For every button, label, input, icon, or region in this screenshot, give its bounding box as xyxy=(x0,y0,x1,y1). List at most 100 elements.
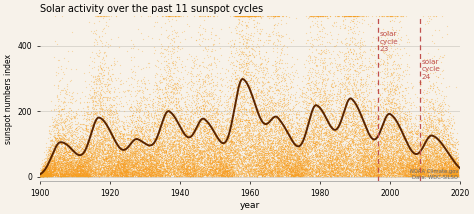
Point xyxy=(333,155,341,159)
Point xyxy=(48,171,55,175)
Point xyxy=(216,158,223,162)
Point xyxy=(390,127,397,131)
Point xyxy=(337,146,344,149)
Point xyxy=(360,168,367,172)
Point xyxy=(404,162,411,166)
Point xyxy=(88,144,95,147)
Point xyxy=(202,171,210,174)
Point xyxy=(411,169,419,172)
Point xyxy=(351,15,358,18)
Point xyxy=(111,171,119,175)
Point xyxy=(94,169,102,172)
Point xyxy=(103,169,110,173)
Point xyxy=(404,116,411,120)
Point xyxy=(270,130,278,133)
Point xyxy=(228,159,236,163)
Point xyxy=(289,174,297,178)
Point xyxy=(275,113,283,117)
Point xyxy=(355,166,362,169)
Point xyxy=(231,145,239,148)
Point xyxy=(341,74,348,77)
Point xyxy=(62,165,70,168)
Point xyxy=(147,159,155,162)
Point xyxy=(297,160,304,163)
Point xyxy=(410,162,417,165)
Point xyxy=(73,156,81,160)
Point xyxy=(316,158,323,161)
Point xyxy=(160,124,167,128)
Point xyxy=(440,164,448,167)
Point xyxy=(260,172,267,176)
Point xyxy=(390,171,397,175)
Point xyxy=(439,113,447,116)
Point xyxy=(377,175,385,178)
Point xyxy=(142,171,149,175)
Point xyxy=(77,164,84,167)
Point xyxy=(158,144,166,147)
Point xyxy=(153,152,160,156)
Point xyxy=(336,140,344,143)
Point xyxy=(319,154,327,157)
Point xyxy=(128,150,136,153)
Point xyxy=(114,172,121,175)
Point xyxy=(268,145,275,149)
Point xyxy=(77,163,84,167)
Point xyxy=(94,128,102,131)
Point xyxy=(314,164,322,168)
Point xyxy=(447,173,455,177)
Point xyxy=(134,103,141,107)
Point xyxy=(55,131,63,134)
Point xyxy=(137,15,145,18)
Point xyxy=(328,166,336,169)
Point xyxy=(45,174,52,177)
Point xyxy=(196,126,203,129)
Point xyxy=(232,92,239,95)
Point xyxy=(134,171,142,175)
Point xyxy=(271,165,278,168)
Point xyxy=(159,150,167,154)
Point xyxy=(143,108,150,112)
Point xyxy=(132,147,140,151)
Point xyxy=(39,168,46,172)
Point xyxy=(338,85,346,89)
Point xyxy=(272,141,279,144)
Point xyxy=(43,170,51,173)
Point xyxy=(398,162,406,166)
Point xyxy=(336,135,344,138)
Point xyxy=(227,172,234,175)
Point xyxy=(247,144,255,148)
Point xyxy=(96,141,103,144)
Point xyxy=(127,159,135,162)
Point xyxy=(113,173,121,176)
Point xyxy=(299,126,307,129)
Point xyxy=(408,174,415,177)
Point xyxy=(264,152,272,156)
Point xyxy=(53,150,61,153)
Point xyxy=(427,126,434,129)
Point xyxy=(160,149,168,152)
Point xyxy=(104,143,112,146)
Point xyxy=(381,165,388,169)
Point xyxy=(446,157,454,160)
Point xyxy=(365,157,373,160)
Point xyxy=(247,163,255,166)
Point xyxy=(66,172,73,175)
Point xyxy=(423,134,431,137)
Point xyxy=(292,153,300,156)
Point xyxy=(153,140,160,143)
Point xyxy=(426,143,434,146)
Point xyxy=(264,134,272,137)
Point xyxy=(419,170,427,174)
Point xyxy=(285,119,292,122)
Point xyxy=(138,163,146,167)
Point xyxy=(358,173,365,177)
Point xyxy=(267,98,274,102)
Point xyxy=(274,160,282,164)
Point xyxy=(371,172,378,175)
Point xyxy=(290,166,298,169)
Point xyxy=(161,170,169,173)
Point xyxy=(73,171,80,174)
Point xyxy=(55,65,62,68)
Point xyxy=(248,171,256,175)
Point xyxy=(171,66,178,69)
